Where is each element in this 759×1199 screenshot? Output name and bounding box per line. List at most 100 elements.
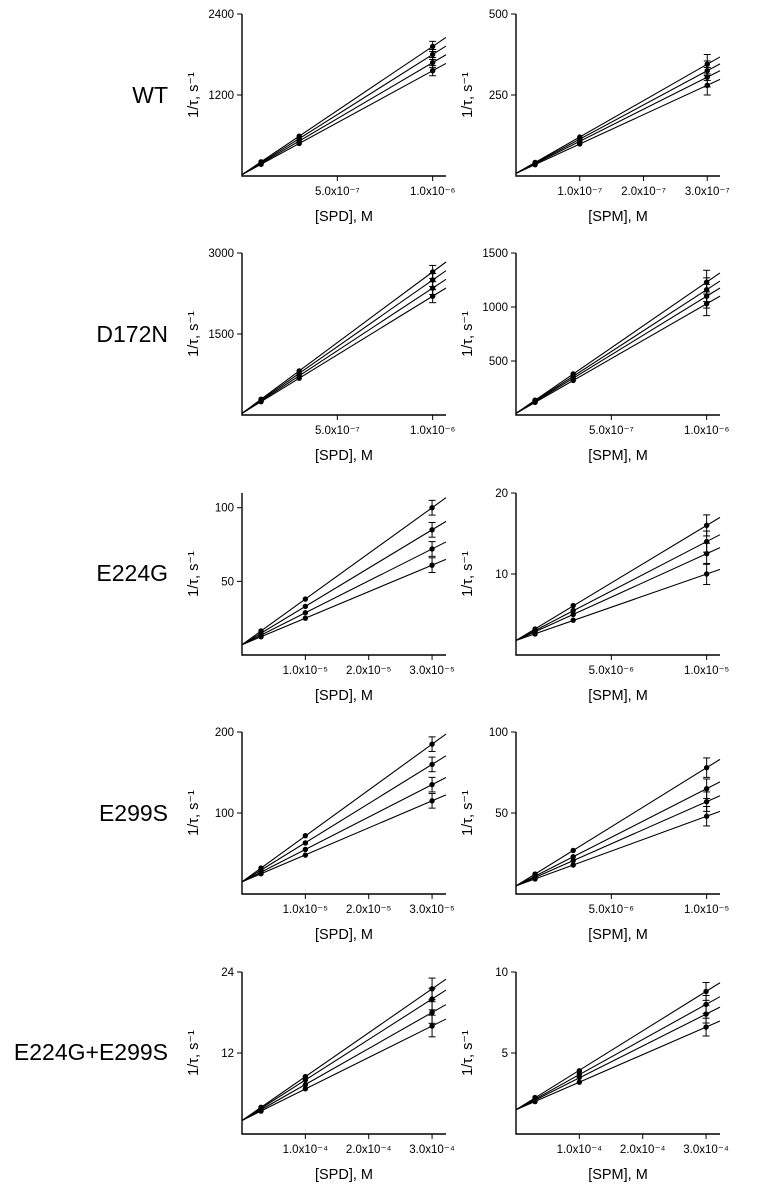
x-tick-label: 1.0x10⁻⁵ — [684, 904, 730, 916]
data-point — [703, 538, 710, 545]
fit-line — [241, 287, 447, 415]
fit-line — [515, 272, 721, 415]
data-point — [429, 741, 435, 748]
data-point — [570, 854, 576, 860]
y-axis-label: 1/τ, s⁻¹ — [460, 551, 476, 597]
y-axis-label: 1/τ, s⁻¹ — [186, 1030, 202, 1076]
fit-line — [515, 795, 721, 887]
chart-e224g-e299s-spm: 1.0x10⁻⁴ 2.0x10⁻⁴ 3.0x10⁻⁴ 5 10 [SPM], M 1/τ, … — [458, 960, 732, 1186]
x-tick-label: 5.0x10⁻⁶ — [589, 904, 635, 916]
fit-line — [515, 281, 721, 415]
data-point — [703, 813, 710, 820]
data-point — [429, 562, 435, 568]
fit-line — [241, 62, 447, 176]
fit-line — [241, 978, 447, 1121]
y-axis-label: 1/τ, s⁻¹ — [460, 72, 476, 118]
y-tick-label: 1500 — [482, 248, 508, 260]
figure-row: E224G 1.0x10⁻⁵ 2.0x10⁻⁵ 3.0x10⁻⁵ 50 100 [SPD]… — [0, 481, 759, 720]
x-tick-label: 5.0x10⁻⁷ — [589, 425, 634, 437]
chart-canvas: 1.0x10⁻⁷ 2.0x10⁻⁷ 3.0x10⁻⁷ 250 500 [SPM], M 1/… — [460, 9, 730, 225]
row-label-wt: WT — [132, 81, 168, 108]
data-point — [429, 504, 435, 511]
axes — [515, 14, 720, 177]
data-point — [576, 1079, 583, 1085]
data-point — [429, 546, 435, 552]
row-label-e299s: E299S — [98, 799, 168, 826]
fit-line — [515, 534, 721, 641]
fit-line — [515, 811, 721, 887]
chart-e224g-spm: 5.0x10⁻⁶ 1.0x10⁻⁵ 10 20 [SPM], M 1/τ, s⁻¹ — [458, 481, 732, 707]
fit-line — [241, 541, 447, 645]
data-point — [532, 1094, 538, 1100]
data-point — [429, 68, 436, 74]
data-point — [429, 1022, 435, 1029]
data-point — [703, 522, 710, 528]
figure-row: E224G+E299S 1.0x10⁻⁴ 2.0x10⁻⁴ 3.0x10⁻⁴ 12 24… — [0, 960, 759, 1199]
x-tick-label: 2.0x10⁻⁴ — [346, 1144, 392, 1156]
fit-line — [241, 794, 447, 883]
fit-line — [241, 497, 447, 645]
y-tick-label: 3000 — [208, 248, 234, 260]
chart-canvas: 5.0x10⁻⁶ 1.0x10⁻⁵ 50 100 [SPM], M 1/τ, s⁻¹ — [460, 727, 730, 943]
x-tick-label: 3.0x10⁻⁴ — [409, 1144, 455, 1156]
data-point — [429, 985, 435, 992]
data-point — [429, 51, 436, 58]
x-tick-label: 1.0x10⁻⁵ — [684, 665, 730, 677]
x-tick-label: 5.0x10⁻⁷ — [315, 186, 360, 198]
figure-row: D172N 5.0x10⁻⁷ 1.0x10⁻⁶ 1500 3000 [SPD], M 1/… — [0, 241, 759, 480]
x-axis-label: [SPM], M — [588, 1167, 648, 1183]
row-label-e224g: E224G — [96, 560, 168, 587]
data-point — [429, 1009, 435, 1015]
chart-canvas: 1.0x10⁻⁵ 2.0x10⁻⁵ 3.0x10⁻⁵ 50 100 [SPD], M 1/τ… — [186, 492, 455, 704]
fit-line — [241, 1018, 447, 1121]
x-axis-label: [SPD], M — [315, 1167, 373, 1183]
chart-e299s-spm: 5.0x10⁻⁶ 1.0x10⁻⁵ 50 100 [SPM], M 1/τ, s⁻¹ — [458, 720, 732, 946]
x-axis-label: [SPD], M — [315, 927, 373, 943]
data-point — [302, 609, 309, 616]
data-point — [258, 159, 264, 165]
figure-row: WT 5.0x10⁻⁷ 1.0x10⁻⁶ 1200 2400 [SPD], M 1/τ, … — [0, 2, 759, 241]
chart-e224g-e299s-spd: 1.0x10⁻⁴ 2.0x10⁻⁴ 3.0x10⁻⁴ 12 24 [SPD], M 1/τ,… — [184, 960, 458, 1186]
x-tick-label: 2.0x10⁻⁷ — [621, 186, 666, 198]
fit-line — [515, 63, 721, 174]
data-point — [429, 269, 436, 276]
fit-line — [241, 1003, 447, 1121]
data-point — [570, 847, 576, 854]
data-point — [570, 602, 576, 609]
chart-canvas: 1.0x10⁻⁴ 2.0x10⁻⁴ 3.0x10⁻⁴ 5 10 [SPM], M 1/τ, … — [460, 967, 729, 1183]
row-label-e224g-e299s: E224G+E299S — [13, 1039, 168, 1066]
fit-line — [241, 54, 447, 176]
data-point — [570, 607, 576, 613]
data-point — [703, 799, 710, 805]
fit-line — [515, 70, 721, 174]
data-point — [258, 865, 264, 871]
y-tick-label: 500 — [489, 356, 508, 368]
x-tick-label: 2.0x10⁻⁴ — [620, 1144, 666, 1156]
y-tick-label: 200 — [215, 727, 234, 739]
chart-canvas: 5.0x10⁻⁷ 1.0x10⁻⁶ 1500 3000 [SPD], M 1/τ, s⁻¹ — [186, 248, 456, 464]
data-point — [570, 862, 576, 868]
data-point — [429, 59, 436, 66]
axes — [241, 732, 446, 895]
data-point — [302, 840, 309, 846]
data-point — [532, 626, 538, 632]
y-tick-label: 100 — [215, 503, 234, 515]
data-point — [576, 1067, 583, 1074]
axes — [515, 971, 720, 1135]
fit-line — [241, 520, 447, 645]
data-point — [302, 603, 309, 609]
chart-d172n-spm: 5.0x10⁻⁷ 1.0x10⁻⁶ 500 1000 1500 [SPM], M 1/τ, … — [458, 241, 732, 467]
chart-canvas: 5.0x10⁻⁷ 1.0x10⁻⁶ 1200 2400 [SPD], M 1/τ, s⁻¹ — [186, 9, 456, 225]
data-point — [703, 279, 710, 286]
x-axis-label: [SPM], M — [588, 209, 648, 225]
data-point — [532, 159, 538, 166]
axes — [515, 492, 720, 656]
fit-line — [241, 270, 447, 415]
fit-line — [515, 981, 721, 1110]
axes — [515, 732, 720, 895]
data-point — [302, 846, 309, 853]
y-tick-label: 250 — [489, 90, 508, 102]
x-tick-label: 5.0x10⁻⁶ — [589, 665, 635, 677]
x-tick-label: 1.0x10⁻⁵ — [283, 904, 329, 916]
fit-line — [515, 781, 721, 887]
